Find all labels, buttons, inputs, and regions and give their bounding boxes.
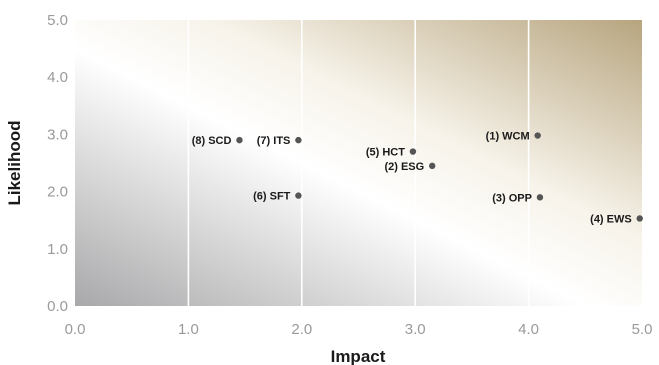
y-tick-label: 0.0 — [47, 298, 68, 315]
x-tick-label: 4.0 — [518, 321, 539, 338]
data-point-label: (1) WCM — [486, 131, 530, 143]
data-point-label: (5) HCT — [366, 147, 405, 159]
data-point-label: (4) EWS — [590, 213, 632, 225]
data-point — [236, 136, 243, 144]
y-tick-label: 4.0 — [47, 69, 68, 86]
x-tick-label: 3.0 — [405, 321, 426, 338]
y-tick-label: 5.0 — [47, 12, 68, 29]
data-point — [534, 132, 541, 139]
data-point — [429, 162, 436, 170]
data-point-label: (3) OPP — [492, 192, 532, 204]
y-tick-label: 1.0 — [47, 241, 68, 258]
data-point — [295, 192, 302, 199]
x-axis-title: Impact — [331, 347, 386, 365]
data-point-label: (7) ITS — [257, 135, 291, 147]
data-point — [409, 148, 417, 155]
x-tick-label: 1.0 — [178, 321, 199, 338]
data-point-label: (6) SFT — [253, 191, 291, 203]
data-points: (1) WCM (2) ESG (3) OPP (4) EWS (5) HCT (6) S… — [192, 131, 643, 225]
gridlines — [187, 20, 530, 306]
data-point — [295, 136, 302, 144]
y-tick-label: 2.0 — [47, 184, 68, 201]
x-tick-label: 5.0 — [632, 321, 653, 338]
plot-area — [75, 20, 642, 306]
y-tick-label: 3.0 — [47, 126, 68, 143]
data-point — [536, 194, 544, 201]
y-axis-title: Likelihood — [5, 121, 24, 206]
data-point-label: (8) SCD — [192, 135, 232, 147]
x-tick-label: 0.0 — [65, 321, 86, 338]
x-tick-label: 2.0 — [291, 321, 312, 338]
data-point — [636, 215, 643, 222]
x-axis-ticks: 0.0 1.0 2.0 3.0 4.0 5.0 — [65, 321, 653, 338]
data-point-label: (2) ESG — [384, 161, 424, 173]
y-axis-ticks: 0.0 1.0 2.0 3.0 4.0 5.0 — [47, 12, 68, 315]
